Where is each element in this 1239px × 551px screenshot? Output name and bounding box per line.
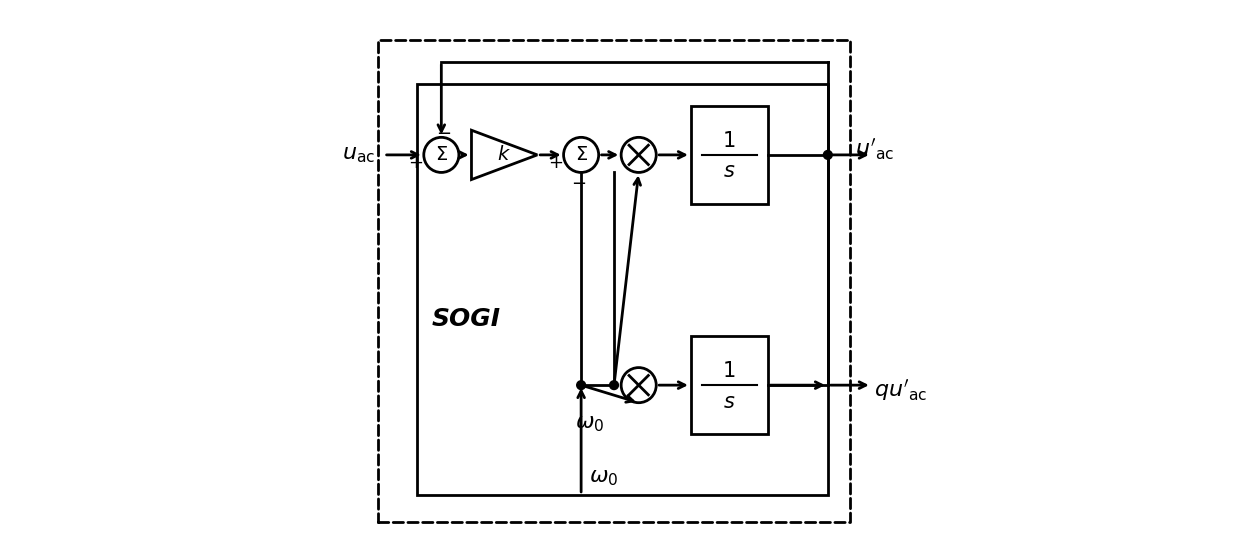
Circle shape [610,381,618,390]
Text: SOGI: SOGI [431,307,501,331]
Text: $u'_{\mathrm{ac}}$: $u'_{\mathrm{ac}}$ [855,137,895,162]
Text: $s$: $s$ [722,392,736,412]
Text: +: + [408,154,422,172]
Text: $k$: $k$ [497,145,512,164]
Text: +: + [548,154,563,172]
Circle shape [824,150,833,159]
Circle shape [576,381,586,390]
Text: 1: 1 [722,361,736,381]
Bar [691,336,767,435]
Text: 1: 1 [722,131,736,151]
Text: $\omega_0$: $\omega_0$ [575,413,605,434]
Text: $u_{\mathrm{ac}}$: $u_{\mathrm{ac}}$ [342,145,375,165]
Bar [378,40,850,522]
Bar [416,84,828,495]
Text: $qu'_{\mathrm{ac}}$: $qu'_{\mathrm{ac}}$ [875,378,928,403]
Bar [691,106,767,204]
Text: $-$: $-$ [571,174,586,191]
Text: $s$: $s$ [722,161,736,181]
Text: $\omega_0$: $\omega_0$ [590,468,618,488]
Text: $\Sigma$: $\Sigma$ [435,145,447,164]
Text: $\Sigma$: $\Sigma$ [575,145,587,164]
Text: $-$: $-$ [436,123,452,141]
